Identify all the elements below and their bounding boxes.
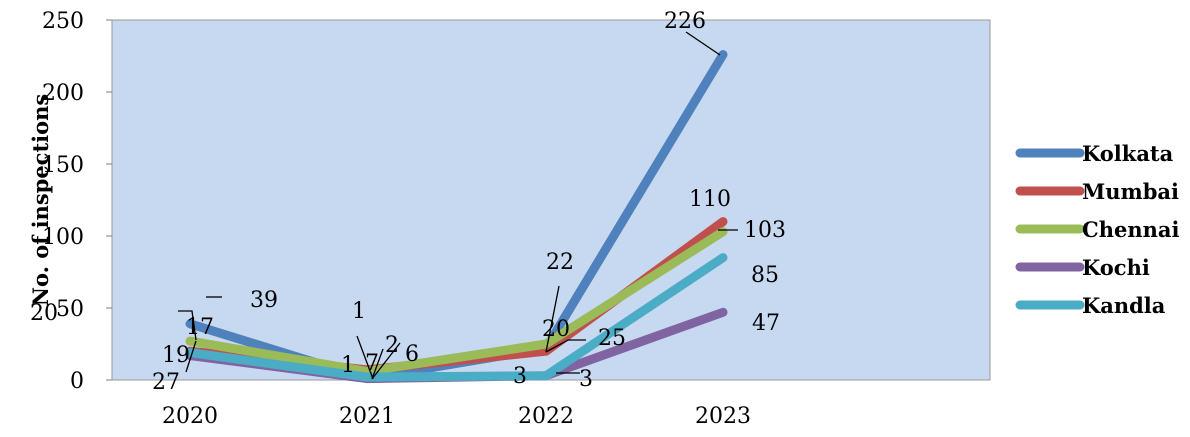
x-tick-label: 2020	[162, 404, 218, 429]
data-label-kochi-2022: 3	[513, 364, 527, 389]
leader-line	[685, 31, 721, 56]
leader-line	[371, 342, 401, 380]
y-tick-label: 100	[42, 225, 84, 250]
data-label-chennai-2023: 103	[744, 218, 786, 243]
leader-line	[545, 285, 560, 353]
leader-line	[356, 335, 374, 380]
label-leader-lines	[178, 31, 738, 380]
data-label-kochi-2021: 1	[341, 353, 355, 378]
legend-label-kolkata: Kolkata	[1082, 141, 1174, 166]
y-tick-label: 250	[42, 9, 84, 34]
data-label-mumbai-2020: 20	[30, 301, 58, 326]
series-line-chennai	[185, 227, 728, 376]
series-lines	[185, 50, 728, 384]
y-tick-label: 150	[42, 153, 84, 178]
leader-line	[178, 310, 197, 341]
data-label-mumbai-2021: 7	[365, 351, 379, 376]
x-tick-label: 2022	[518, 404, 574, 429]
data-label-kolkata-2023: 226	[664, 9, 706, 34]
data-label-kandla-2023: 85	[751, 263, 779, 288]
data-label-chennai-2022: 25	[598, 326, 626, 351]
legend-label-mumbai: Mumbai	[1082, 179, 1179, 204]
x-tick-label: 2023	[695, 404, 751, 429]
legend-label-kochi: Kochi	[1082, 255, 1150, 280]
data-label-kolkata-2021: 1	[352, 299, 366, 324]
data-label-mumbai-2022: 20	[542, 317, 570, 342]
y-axis: 0 50 100 150 200 250	[42, 9, 112, 394]
leader-line	[371, 348, 384, 380]
x-axis: 2020 2021 2022 2023	[162, 404, 751, 429]
legend-label-chennai: Chennai	[1082, 217, 1179, 242]
y-axis-title: No. of inspections	[28, 94, 53, 306]
data-label-chennai-2021: 6	[405, 342, 419, 367]
leader-line	[185, 340, 197, 373]
legend-label-kandla: Kandla	[1082, 293, 1166, 318]
data-label-kandla-2021: 2	[385, 333, 399, 358]
plot-area	[111, 19, 991, 381]
data-label-kochi-2023: 47	[752, 311, 780, 336]
legend: Kolkata Mumbai Chennai Kochi Kandla	[1015, 141, 1179, 318]
data-label-kolkata-2022: 22	[546, 250, 574, 275]
y-tick-label: 50	[56, 297, 84, 322]
data-label-chennai-2020: 27	[152, 370, 180, 395]
data-labels: 39 1 22 226 20 7 20 110 27 6 25 103 17 1 3 47 19 2 3 85	[30, 9, 786, 395]
data-label-kandla-2022: 3	[579, 367, 593, 392]
y-tick-label: 0	[70, 369, 84, 394]
data-label-kochi-2020: 17	[186, 315, 214, 340]
leader-line	[545, 339, 586, 353]
series-line-kandla	[185, 253, 728, 382]
x-tick-label: 2021	[339, 404, 395, 429]
y-tick-label: 200	[42, 81, 84, 106]
data-label-kandla-2020: 19	[162, 343, 190, 368]
data-label-mumbai-2023: 110	[689, 187, 731, 212]
data-label-kolkata-2020: 39	[250, 288, 278, 313]
